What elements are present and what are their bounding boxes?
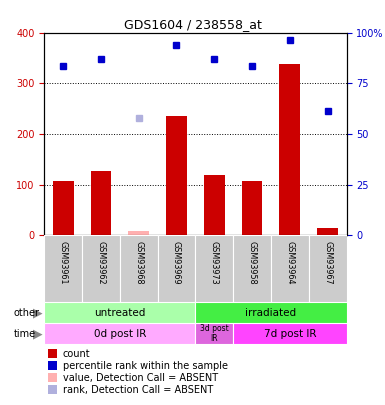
Text: time: time [13, 329, 35, 339]
Text: GSM93967: GSM93967 [323, 241, 332, 284]
Bar [44, 302, 196, 323]
Text: GSM93962: GSM93962 [96, 241, 105, 284]
Bar [157, 235, 195, 302]
Bar [317, 228, 338, 235]
Bar [166, 116, 187, 235]
Text: GSM93969: GSM93969 [172, 241, 181, 284]
Text: GSM93961: GSM93961 [59, 241, 68, 284]
Text: percentile rank within the sample: percentile rank within the sample [63, 361, 228, 371]
Text: count: count [63, 349, 90, 358]
Text: 3d post
IR: 3d post IR [200, 324, 229, 343]
Text: value, Detection Call = ABSENT: value, Detection Call = ABSENT [63, 373, 218, 383]
Bar [204, 175, 225, 235]
Bar [120, 235, 157, 302]
Bar [242, 181, 263, 235]
Bar [44, 323, 196, 344]
Bar [128, 231, 149, 235]
Bar [271, 235, 309, 302]
Text: GSM93958: GSM93958 [248, 241, 256, 284]
Text: untreated: untreated [94, 308, 146, 318]
Bar [82, 235, 120, 302]
Text: rank, Detection Call = ABSENT: rank, Detection Call = ABSENT [63, 385, 213, 395]
Bar [280, 64, 300, 235]
Text: GSM93973: GSM93973 [210, 241, 219, 284]
Text: ▶: ▶ [33, 306, 42, 319]
Text: 0d post IR: 0d post IR [94, 329, 146, 339]
Text: ▶: ▶ [33, 327, 42, 340]
Text: irradiated: irradiated [245, 308, 296, 318]
Bar [53, 181, 74, 235]
Text: GSM93968: GSM93968 [134, 241, 143, 284]
Text: 7d post IR: 7d post IR [264, 329, 316, 339]
Bar [309, 235, 346, 302]
Bar [196, 302, 346, 323]
Bar [196, 235, 233, 302]
Text: GSM93964: GSM93964 [285, 241, 295, 284]
Bar [90, 171, 111, 235]
Bar [196, 323, 233, 344]
Bar [233, 235, 271, 302]
Text: other: other [13, 308, 40, 318]
Text: GDS1604 / 238558_at: GDS1604 / 238558_at [124, 18, 261, 31]
Bar [44, 235, 82, 302]
Bar [233, 323, 346, 344]
